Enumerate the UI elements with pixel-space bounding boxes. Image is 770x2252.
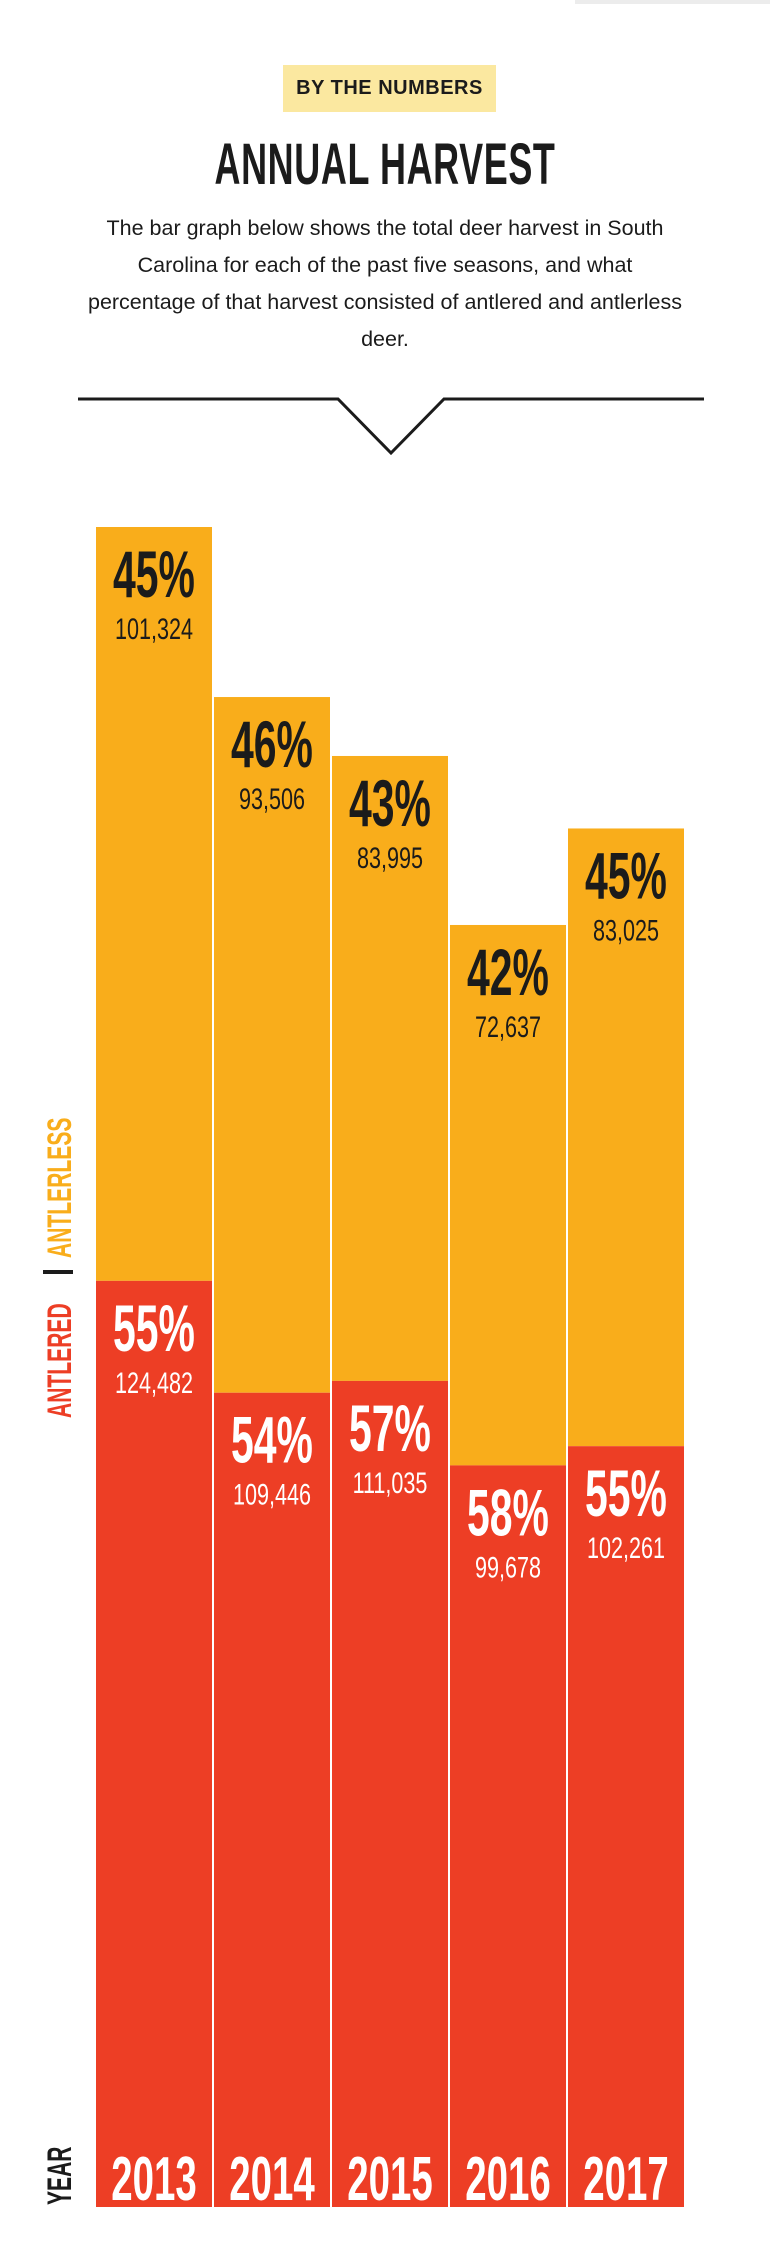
top-corner-line [575, 0, 770, 4]
antlered-percent-2017: 55% [585, 1456, 667, 1531]
page-title-text: ANNUAL HARVEST [214, 132, 556, 197]
divider-pointer [78, 397, 704, 456]
chart-description: The bar graph below shows the total deer… [87, 216, 682, 351]
year-label-2013: 2013 [111, 2144, 197, 2214]
kicker-label: BY THE NUMBERS [283, 65, 496, 112]
antlerless-value-2016: 72,637 [475, 1009, 541, 1043]
antlered-bar-2013 [96, 1280, 212, 2207]
antlered-bar-2015 [332, 1380, 448, 2207]
antlerless-percent-2013: 45% [113, 537, 195, 612]
antlered-percent-2014: 54% [231, 1403, 313, 1478]
antlerless-bar-2017 [568, 828, 684, 1447]
antlered-value-2014: 109,446 [233, 1477, 311, 1511]
antlerless-percent-2016: 42% [467, 935, 549, 1010]
year-label-2016: 2016 [465, 2144, 551, 2214]
antlerless-value-2014: 93,506 [239, 781, 305, 815]
x-axis-label-group: YEAR [40, 2146, 78, 2205]
antlerless-bar-2013 [96, 527, 212, 1281]
x-axis-label: YEAR [40, 2146, 78, 2205]
antlered-bar-2016 [450, 1465, 566, 2207]
antlerless-percent-2015: 43% [349, 766, 431, 841]
legend-antlered: ANTLERED [40, 1303, 78, 1418]
antlerless-value-2017: 83,025 [593, 913, 659, 947]
antlered-value-2016: 99,678 [475, 1550, 541, 1584]
antlered-bar-2017 [568, 1446, 684, 2207]
antlerless-percent-2014: 46% [231, 707, 313, 782]
year-label-2015: 2015 [347, 2144, 433, 2214]
antlered-percent-2013: 55% [113, 1291, 195, 1366]
legend-antlerless: ANTLERLESS [40, 1118, 78, 1258]
year-label-2014: 2014 [229, 2144, 315, 2214]
page-title: ANNUAL HARVEST [0, 120, 770, 210]
antlered-percent-2015: 57% [349, 1391, 431, 1466]
antlerless-bar-2016 [450, 924, 566, 1466]
antlerless-value-2015: 83,995 [357, 840, 423, 874]
antlered-bar-2014 [214, 1392, 330, 2207]
antlered-value-2015: 111,035 [353, 1465, 428, 1499]
antlered-value-2013: 124,482 [115, 1365, 193, 1399]
antlered-percent-2016: 58% [467, 1475, 549, 1550]
antlerless-percent-2017: 45% [585, 838, 667, 913]
antlerless-bar-2015 [332, 755, 448, 1381]
year-label-2017: 2017 [583, 2144, 669, 2214]
chart-legend: ANTLERED ANTLERLESS [40, 1118, 78, 1418]
antlered-value-2017: 102,261 [587, 1531, 665, 1565]
antlerless-value-2013: 101,324 [115, 611, 193, 645]
antlerless-bar-2014 [214, 697, 330, 1393]
legend-separator [43, 1270, 73, 1274]
